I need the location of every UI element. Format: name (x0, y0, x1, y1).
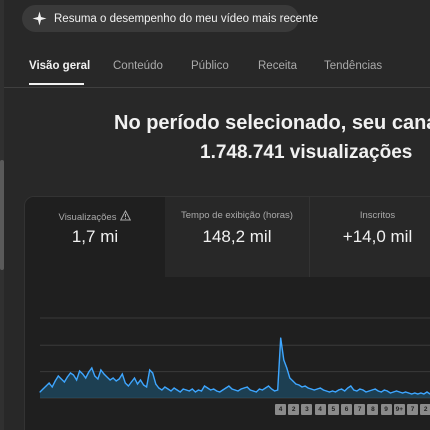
metric-views-label: Visualizações (58, 212, 117, 223)
summary-chip-label: Resuma o desempenho do meu vídeo mais re… (54, 12, 319, 25)
tab-visao-geral[interactable]: Visão geral (29, 60, 91, 72)
summarize-latest-video-button[interactable]: Resuma o desempenho do meu vídeo mais re… (22, 5, 318, 32)
video-marker[interactable]: 2 (420, 404, 430, 415)
video-marker[interactable]: 9 (380, 404, 392, 415)
video-marker[interactable]: 7 (354, 404, 366, 415)
video-marker[interactable]: 4 (314, 404, 326, 415)
warning-icon[interactable] (120, 209, 132, 221)
metric-watch-time-label: Tempo de exibição (horas) (181, 210, 293, 221)
tab-tendencias[interactable]: Tendências (324, 60, 383, 72)
video-marker[interactable]: 2 (288, 404, 300, 415)
total-views-headline: 1.748.741 visualizações (200, 142, 413, 163)
metric-views[interactable]: Visualizações 1,7 mi (25, 197, 165, 277)
tabs-divider (4, 87, 430, 88)
metric-subscribers-value: +14,0 mil (342, 227, 413, 246)
tab-conteudo[interactable]: Conteúdo (113, 60, 163, 72)
page-scrollbar[interactable] (0, 0, 4, 430)
tab-receita[interactable]: Receita (258, 60, 297, 72)
metric-views-label-row: Visualizações (25, 209, 165, 223)
video-marker[interactable]: 8 (367, 404, 379, 415)
active-tab-indicator (29, 83, 84, 85)
video-marker[interactable]: 5 (327, 404, 339, 415)
video-marker[interactable]: 3 (301, 404, 313, 415)
metric-divider (309, 197, 310, 277)
sparkle-icon (32, 11, 47, 26)
metric-subscribers[interactable]: Inscritos +14,0 mil (310, 197, 430, 277)
video-marker[interactable]: 7 (407, 404, 418, 415)
metric-watch-time[interactable]: Tempo de exibição (horas) 148,2 mil (165, 197, 309, 277)
x-axis-labels (30, 424, 430, 430)
metrics-card: Visualizações 1,7 mi Tempo de exibição (… (24, 196, 430, 430)
metric-subscribers-label: Inscritos (359, 210, 396, 221)
video-marker[interactable]: 6 (341, 404, 352, 415)
video-marker[interactable]: 9+ (393, 404, 405, 415)
tab-publico[interactable]: Público (191, 60, 229, 72)
page-scrollbar-thumb[interactable] (0, 160, 4, 270)
metric-watch-time-value: 148,2 mil (202, 227, 272, 246)
analytics-tabs: Visão geral Conteúdo Público Receita Ten… (0, 55, 430, 87)
page-headline: No período selecionado, seu canal r (114, 112, 430, 134)
video-marker[interactable]: 4 (275, 404, 286, 415)
metric-views-value: 1,7 mi (71, 227, 119, 246)
